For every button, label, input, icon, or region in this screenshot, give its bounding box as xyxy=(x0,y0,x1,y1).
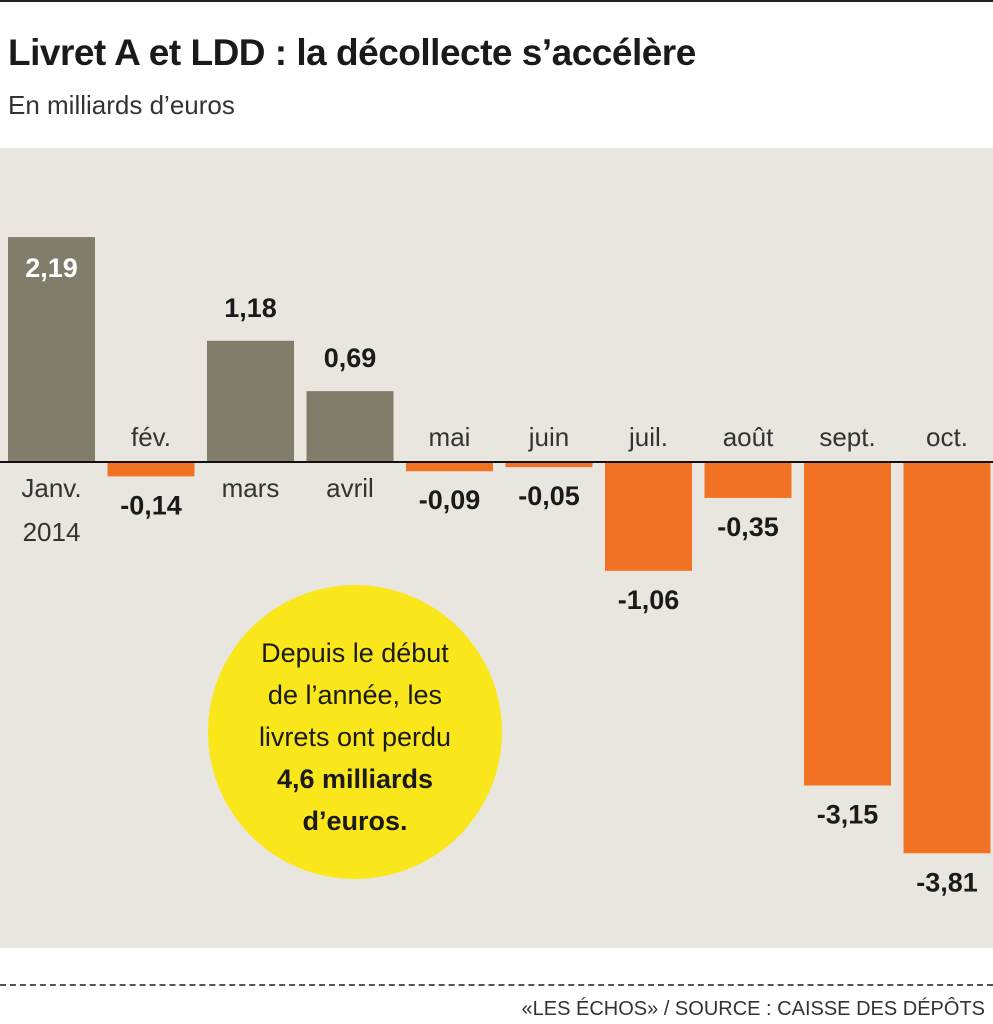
value-label: -3,81 xyxy=(916,867,978,897)
category-label: fév. xyxy=(131,422,171,452)
value-label: -3,15 xyxy=(817,800,879,830)
bar xyxy=(107,462,195,477)
category-label: Janv. xyxy=(21,473,81,503)
chart-subtitle: En milliards d’euros xyxy=(8,90,235,120)
value-label: 0,69 xyxy=(324,343,377,373)
bar xyxy=(903,462,991,854)
annotation-text: d’euros. xyxy=(302,806,407,836)
bar xyxy=(8,237,95,462)
value-label: 1,18 xyxy=(224,293,277,323)
value-label: 2,19 xyxy=(25,253,78,283)
category-label: avril xyxy=(326,473,374,503)
footer-divider xyxy=(0,984,993,986)
category-label: mai xyxy=(429,422,471,452)
bar xyxy=(704,462,792,498)
category-label: sept. xyxy=(819,422,875,452)
annotation-text: Depuis le début xyxy=(261,638,449,668)
bar xyxy=(605,462,692,571)
value-label: -0,14 xyxy=(120,490,182,520)
annotation-text: 4,6 milliards xyxy=(277,764,433,794)
bar xyxy=(505,462,593,468)
value-label: -1,06 xyxy=(618,585,680,615)
category-label: août xyxy=(723,422,774,452)
source-credit: «LES ÉCHOS» / SOURCE : CAISSE DES DÉPÔTS xyxy=(521,998,985,1020)
annotation-text: livrets ont perdu xyxy=(259,722,451,752)
top-rule xyxy=(0,0,993,2)
value-label: -0,09 xyxy=(419,485,481,515)
category-label: oct. xyxy=(926,422,968,452)
value-label: -0,05 xyxy=(518,481,580,511)
bar xyxy=(406,462,493,472)
bar xyxy=(207,340,294,462)
category-label: juil. xyxy=(628,422,668,452)
category-label: 2014 xyxy=(23,517,81,547)
chart-title: Livret A et LDD : la décollecte s’accélè… xyxy=(8,32,696,73)
annotation-bubble xyxy=(208,585,502,879)
bar xyxy=(306,391,394,462)
bar xyxy=(804,462,891,786)
annotation-text: de l’année, les xyxy=(268,680,442,710)
category-label: mars xyxy=(222,473,280,503)
category-label: juin xyxy=(528,422,569,452)
value-label: -0,35 xyxy=(717,512,779,542)
